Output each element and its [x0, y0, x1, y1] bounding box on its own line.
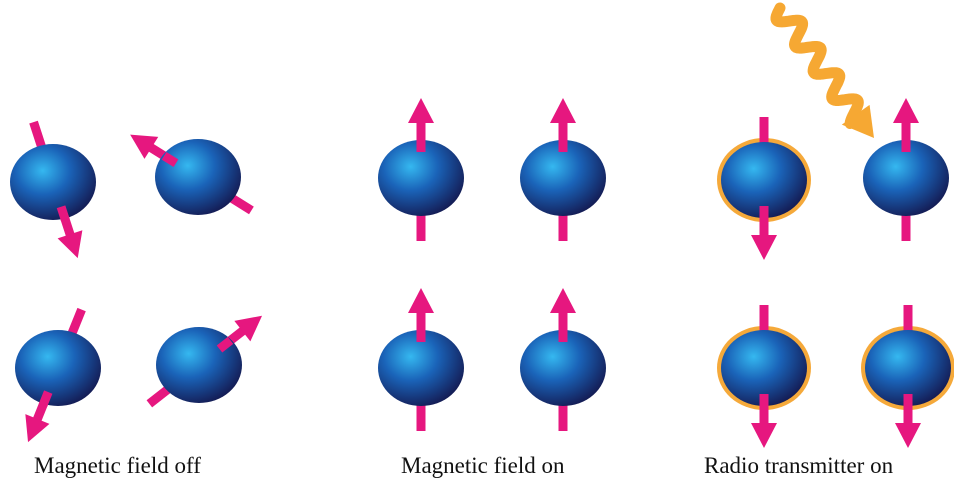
nuclei-group [10, 98, 954, 448]
nucleus [10, 120, 96, 259]
spin-arrow-icon [895, 305, 921, 448]
sphere-icon [520, 140, 606, 216]
spin-arrow-icon [408, 98, 434, 241]
nucleus [130, 134, 254, 215]
spin-arrow-icon [893, 98, 919, 241]
spin-arrow-icon [550, 98, 576, 241]
caption-magnetic-field-on: Magnetic field on [401, 453, 565, 478]
sphere-icon [721, 142, 807, 218]
sphere-icon [721, 330, 807, 406]
spin-arrow-icon [751, 117, 777, 260]
caption-magnetic-field-off: Magnetic field off [34, 453, 201, 478]
nucleus [717, 305, 811, 448]
sphere-icon [378, 140, 464, 216]
nucleus [15, 307, 101, 443]
nucleus [717, 117, 811, 260]
caption-radio-transmitter-on: Radio transmitter on [704, 453, 894, 478]
sphere-icon [15, 330, 101, 406]
radio-wave-icon [770, 2, 864, 129]
radio-wave-group [770, 2, 874, 138]
spin-arrow-icon [408, 288, 434, 431]
spin-arrow-icon [550, 288, 576, 431]
sphere-icon [156, 327, 242, 403]
spin-arrow-icon [751, 305, 777, 448]
sphere-icon [10, 144, 96, 220]
nucleus [378, 98, 464, 241]
nucleus [861, 305, 954, 448]
sphere-icon [155, 139, 241, 215]
nucleus [146, 315, 263, 408]
nucleus [863, 98, 949, 241]
nucleus [378, 288, 464, 431]
sphere-icon [378, 330, 464, 406]
sphere-icon [520, 330, 606, 406]
sphere-icon [863, 140, 949, 216]
wave-arrowhead-icon [841, 104, 874, 138]
nucleus [520, 98, 606, 241]
sphere-icon [865, 330, 951, 406]
nucleus [520, 288, 606, 431]
